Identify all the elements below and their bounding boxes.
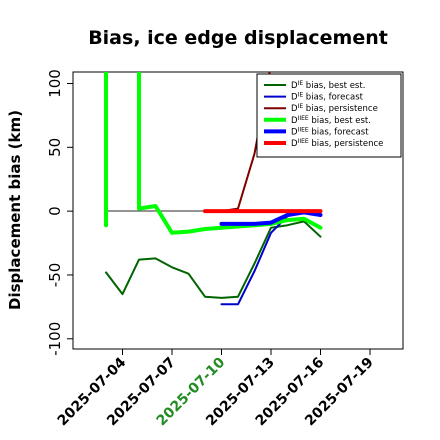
series-line-1 [105, 220, 322, 299]
legend-entry-4: DIIEE bias, best est. [291, 115, 371, 126]
legend: DIE bias, best est.DIE bias, forecastDIE… [256, 73, 402, 158]
legend-entry-2: DIE bias, forecast [291, 92, 364, 103]
legend-entry-5: DIIEE bias, forecast [291, 126, 369, 137]
chart-title: Bias, ice edge displacement [88, 27, 388, 49]
legend-entry-3: DIE bias, persistence [291, 103, 378, 114]
y-tick-label: 100 [46, 69, 64, 98]
legend-entry-6: DIIEE bias, persistence [291, 138, 383, 149]
legend-entry-1: DIE bias, best est. [291, 80, 365, 91]
plot-frame [72, 71, 404, 350]
x-axis: 2025-07-042025-07-072025-07-102025-07-13… [55, 349, 377, 429]
series-line-4 [104, 72, 323, 235]
y-axis-label: Displacement bias (km) [6, 110, 24, 310]
y-tick-label: 0 [46, 206, 64, 216]
y-tick-label: -100 [46, 322, 64, 356]
y-tick-label: -50 [46, 263, 64, 288]
y-tick-label: 50 [46, 138, 64, 157]
y-axis: 100 50 0 -50 -100 [46, 69, 73, 356]
